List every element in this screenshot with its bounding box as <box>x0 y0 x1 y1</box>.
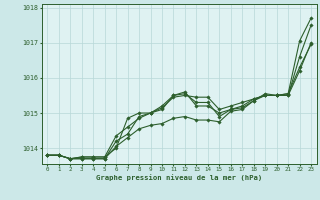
X-axis label: Graphe pression niveau de la mer (hPa): Graphe pression niveau de la mer (hPa) <box>96 174 262 181</box>
